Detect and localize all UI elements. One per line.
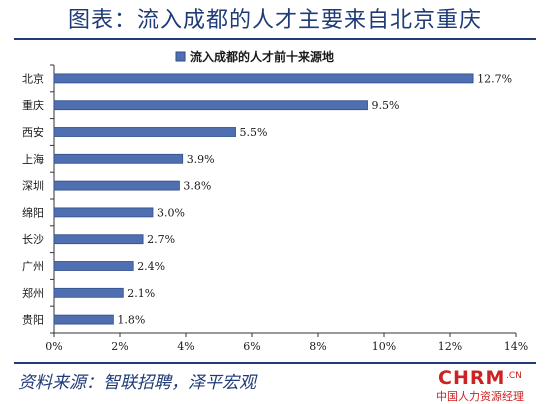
source-note: 资料来源：智联招聘，泽平宏观 [18, 373, 256, 393]
logo-suffix-text: .CN [506, 371, 522, 381]
plot-area: 0% 2% 4% 6% 8% 10% 12% 14% 北京 12.7% 重庆 9.5% 西安 5.5% 上海… [22, 64, 528, 353]
data-label: 5.5% [240, 126, 268, 139]
category-label: 绵阳 [22, 205, 44, 219]
category-label: 西安 [22, 125, 44, 139]
category-label: 北京 [22, 71, 44, 85]
data-label: 3.0% [157, 206, 185, 219]
data-label: 3.8% [183, 180, 211, 193]
title-rule [14, 38, 536, 40]
chart-legend: 流入成都的人才前十来源地 [175, 49, 334, 64]
x-tick-label: 10% [372, 340, 396, 353]
category-label: 广州 [22, 260, 44, 273]
bar [53, 314, 114, 325]
logo-main-text: CHRM [438, 367, 506, 389]
bar [53, 207, 154, 218]
x-tick-label: 12% [438, 340, 462, 353]
legend-swatch [175, 51, 186, 62]
category-label: 深圳 [22, 180, 44, 193]
category-label: 重庆 [22, 98, 44, 112]
category-label: 郑州 [22, 286, 44, 300]
x-tick-label: 6% [243, 340, 260, 353]
x-tick-label: 14% [504, 340, 528, 353]
x-tick-label: 8% [309, 340, 326, 353]
bar [53, 100, 368, 111]
category-label: 上海 [22, 152, 44, 166]
bar [53, 127, 236, 137]
bar [53, 73, 474, 84]
source-rule [14, 362, 536, 364]
chrm-logo: CHRM .CN 中国人力资源经理 [432, 367, 544, 403]
x-tick-label: 2% [111, 340, 128, 353]
x-tick-label: 0% [45, 340, 62, 353]
data-label: 12.7% [477, 72, 512, 85]
page-title: 图表：流入成都的人才主要来自北京重庆 [67, 8, 482, 33]
category-label: 贵阳 [22, 314, 44, 327]
logo-sub-text: 中国人力资源经理 [436, 390, 524, 403]
bar [53, 261, 134, 271]
bar [53, 180, 180, 191]
data-label: 2.4% [137, 260, 165, 273]
data-label: 9.5% [372, 99, 400, 112]
bar-chart: 流入成都的人才前十来源地 0% 2% 4% 6% 8% 10% 12% 14% 北京 12.7% 重… [22, 49, 528, 353]
data-label: 1.8% [117, 314, 145, 327]
data-label: 3.9% [187, 153, 215, 166]
x-tick-label: 4% [177, 340, 194, 353]
bar [53, 287, 124, 298]
data-label: 2.1% [127, 287, 155, 300]
category-label: 长沙 [22, 233, 44, 246]
legend-label: 流入成都的人才前十来源地 [190, 49, 334, 64]
bar [53, 153, 184, 164]
bar [53, 234, 144, 245]
data-label: 2.7% [147, 233, 175, 246]
